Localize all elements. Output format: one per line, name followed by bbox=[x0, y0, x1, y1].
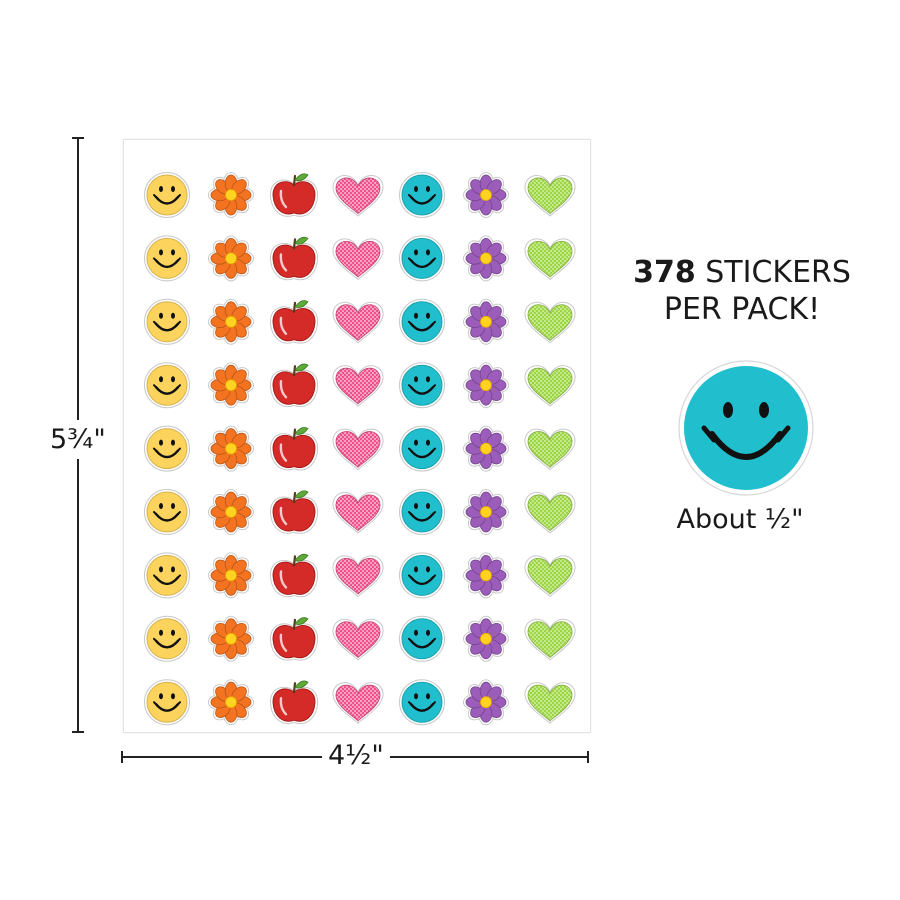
purple-flower-icon bbox=[463, 615, 509, 662]
lime-heart-icon bbox=[524, 555, 576, 598]
purple-flower-icon bbox=[463, 235, 509, 282]
red-apple-icon bbox=[269, 553, 319, 598]
teal-smiley-face-icon bbox=[399, 298, 445, 345]
headline-line-2: PER PACK! bbox=[663, 292, 821, 327]
purple-flower-icon bbox=[463, 679, 509, 726]
orange-flower-icon bbox=[208, 615, 254, 662]
purple-flower-icon bbox=[463, 172, 509, 218]
yellow-smiley-face-icon bbox=[144, 615, 190, 662]
yellow-smiley-face-icon bbox=[144, 679, 190, 726]
purple-flower-icon bbox=[463, 489, 509, 535]
red-apple-icon bbox=[269, 617, 319, 661]
sticker-count-headline: 378 STICKERS PER PACK! bbox=[612, 254, 872, 328]
teal-smiley-face-icon bbox=[399, 425, 445, 472]
pink-heart-icon bbox=[332, 555, 384, 598]
orange-flower-icon bbox=[208, 552, 254, 599]
yellow-smiley-face-icon bbox=[144, 172, 190, 218]
pink-heart-icon bbox=[332, 618, 384, 661]
lime-heart-icon bbox=[524, 175, 576, 217]
yellow-smiley-face-icon bbox=[144, 489, 190, 535]
teal-smiley-face-icon bbox=[399, 615, 445, 662]
teal-smiley-face-icon bbox=[678, 360, 814, 496]
orange-flower-icon bbox=[208, 425, 254, 472]
orange-flower-icon bbox=[208, 362, 254, 409]
red-apple-icon bbox=[269, 300, 319, 344]
lime-heart-icon bbox=[524, 492, 576, 534]
sticker-sheet bbox=[123, 139, 591, 733]
red-apple-icon bbox=[269, 173, 319, 217]
purple-flower-icon bbox=[463, 425, 509, 472]
teal-smiley-face-icon bbox=[399, 235, 445, 282]
purple-flower-icon bbox=[463, 362, 509, 409]
lime-heart-icon bbox=[524, 301, 576, 344]
orange-flower-icon bbox=[208, 235, 254, 282]
yellow-smiley-face-icon bbox=[144, 298, 190, 345]
headline-line-1: 378 STICKERS bbox=[612, 254, 872, 291]
pink-heart-icon bbox=[332, 428, 384, 471]
lime-heart-icon bbox=[524, 238, 576, 281]
sticker-grid bbox=[144, 172, 576, 726]
teal-smiley-face-icon bbox=[399, 679, 445, 726]
width-label: 4½" bbox=[322, 742, 390, 769]
lime-heart-icon bbox=[524, 365, 576, 407]
yellow-smiley-face-icon bbox=[144, 552, 190, 599]
yellow-smiley-face-icon bbox=[144, 235, 190, 282]
orange-flower-icon bbox=[208, 679, 254, 726]
lime-heart-icon bbox=[524, 682, 576, 724]
pink-heart-icon bbox=[332, 238, 384, 281]
yellow-smiley-face-icon bbox=[144, 425, 190, 472]
sample-sticker bbox=[678, 360, 814, 496]
pink-heart-icon bbox=[332, 492, 384, 534]
pink-heart-icon bbox=[332, 175, 384, 217]
orange-flower-icon bbox=[208, 489, 254, 535]
red-apple-icon bbox=[269, 363, 319, 407]
red-apple-icon bbox=[269, 236, 319, 281]
pink-heart-icon bbox=[332, 365, 384, 407]
red-apple-icon bbox=[269, 490, 319, 534]
orange-flower-icon bbox=[208, 298, 254, 345]
purple-flower-icon bbox=[463, 552, 509, 599]
purple-flower-icon bbox=[463, 298, 509, 345]
lime-heart-icon bbox=[524, 618, 576, 661]
pink-heart-icon bbox=[332, 682, 384, 724]
teal-smiley-face-icon bbox=[399, 362, 445, 409]
red-apple-icon bbox=[269, 680, 319, 724]
red-apple-icon bbox=[269, 427, 319, 471]
teal-smiley-face-icon bbox=[399, 489, 445, 535]
sticker-count: 378 bbox=[633, 255, 696, 290]
sample-size-caption: About ½" bbox=[676, 504, 804, 535]
teal-smiley-face-icon bbox=[399, 552, 445, 599]
teal-smiley-face-icon bbox=[399, 172, 445, 218]
pink-heart-icon bbox=[332, 301, 384, 344]
yellow-smiley-face-icon bbox=[144, 362, 190, 409]
orange-flower-icon bbox=[208, 172, 254, 218]
height-label: 5¾" bbox=[50, 420, 106, 459]
headline-stickers-word: STICKERS bbox=[695, 255, 851, 290]
lime-heart-icon bbox=[524, 428, 576, 471]
